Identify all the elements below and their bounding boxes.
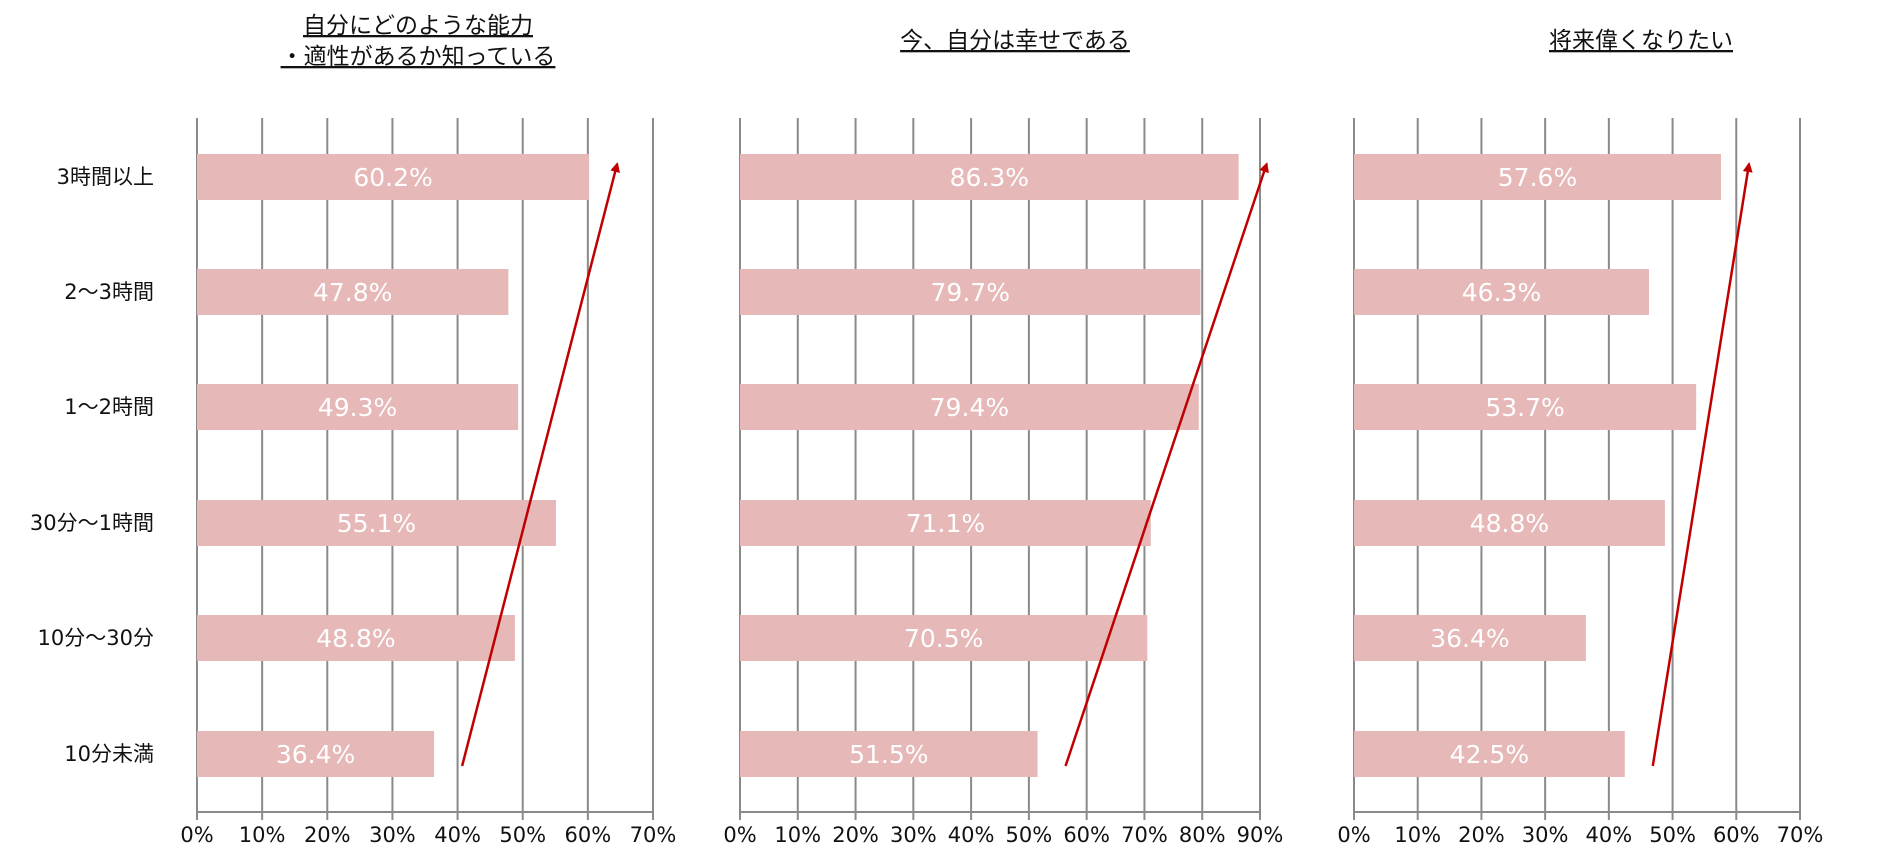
- category-label: 1～2時間: [64, 395, 154, 419]
- x-tick-label: 70%: [1777, 823, 1824, 847]
- x-tick-label: 10%: [774, 823, 821, 847]
- x-tick-label: 60%: [565, 823, 612, 847]
- x-tick-label: 70%: [630, 823, 677, 847]
- bar: [197, 154, 590, 200]
- x-tick-label: 40%: [1586, 823, 1633, 847]
- bar: [1354, 384, 1697, 430]
- x-tick-label: 70%: [1121, 823, 1168, 847]
- x-tick-label: 80%: [1179, 823, 1226, 847]
- x-tick-label: 0%: [1337, 823, 1370, 847]
- x-tick-label: 40%: [434, 823, 481, 847]
- x-tick-label: 20%: [1458, 823, 1505, 847]
- bar-value-label: 51.5%: [849, 740, 928, 769]
- bar: [197, 731, 435, 777]
- x-tick-label: 60%: [1713, 823, 1760, 847]
- bar-value-label: 79.4%: [930, 393, 1009, 422]
- category-label: 30分～1時間: [30, 511, 154, 535]
- bar-value-label: 36.4%: [276, 740, 355, 769]
- x-tick-label: 90%: [1237, 823, 1284, 847]
- x-tick-label: 10%: [1394, 823, 1441, 847]
- trend-arrow: [1064, 162, 1269, 767]
- bar-value-label: 86.3%: [950, 163, 1029, 192]
- bar: [740, 615, 1148, 661]
- bar-value-label: 42.5%: [1450, 740, 1529, 769]
- bar: [197, 269, 509, 315]
- bar: [740, 384, 1199, 430]
- x-tick-label: 20%: [304, 823, 351, 847]
- x-tick-label: 30%: [1522, 823, 1569, 847]
- bar-value-label: 49.3%: [318, 393, 397, 422]
- trend-arrow: [460, 162, 621, 767]
- bar: [1354, 615, 1586, 661]
- category-label: 3時間以上: [57, 165, 154, 189]
- x-tick-label: 50%: [499, 823, 546, 847]
- chart-title: 今、自分は幸せである: [900, 28, 1130, 54]
- category-label: 10分～30分: [38, 626, 154, 650]
- bar: [740, 154, 1239, 200]
- bar: [740, 269, 1201, 315]
- bar-value-label: 79.7%: [931, 278, 1010, 307]
- bar-value-label: 55.1%: [337, 509, 416, 538]
- bar: [197, 615, 515, 661]
- x-tick-label: 0%: [180, 823, 213, 847]
- bar-value-label: 36.4%: [1430, 624, 1509, 653]
- chart-panel: 自分にどのような能力・適性があるか知っている 0% 10% 20% 30% 40% 50% 6…: [180, 13, 676, 847]
- x-tick-label: 30%: [369, 823, 416, 847]
- chart-title: ・適性があるか知っている: [281, 44, 556, 70]
- chart-title: 将来偉くなりたい: [1549, 28, 1733, 54]
- bar: [1354, 269, 1649, 315]
- x-tick-label: 0%: [723, 823, 756, 847]
- x-tick-label: 50%: [1649, 823, 1696, 847]
- category-label: 10分未満: [64, 742, 154, 766]
- bar: [197, 384, 519, 430]
- bar-value-label: 57.6%: [1498, 163, 1577, 192]
- bar-value-label: 53.7%: [1485, 393, 1564, 422]
- x-tick-label: 50%: [1006, 823, 1053, 847]
- bar: [740, 500, 1151, 546]
- bar-value-label: 60.2%: [353, 163, 432, 192]
- bar: [197, 500, 556, 546]
- chart-panel: 今、自分は幸せである 0% 10% 20% 30% 40% 50% 60% 70% 80% 90% 8…: [723, 28, 1283, 847]
- bar: [1354, 154, 1721, 200]
- bar-value-label: 70.5%: [904, 624, 983, 653]
- bar-value-label: 48.8%: [1470, 509, 1549, 538]
- chart-title: 自分にどのような能力: [303, 13, 533, 39]
- x-tick-label: 60%: [1063, 823, 1110, 847]
- x-tick-label: 10%: [239, 823, 286, 847]
- category-label: 2～3時間: [64, 280, 154, 304]
- x-tick-label: 40%: [948, 823, 995, 847]
- bar-value-label: 71.1%: [906, 509, 985, 538]
- x-tick-label: 20%: [832, 823, 879, 847]
- bar-value-label: 47.8%: [313, 278, 392, 307]
- bar-value-label: 48.8%: [316, 624, 395, 653]
- bar: [740, 731, 1038, 777]
- x-tick-label: 30%: [890, 823, 937, 847]
- chart-panel: 将来偉くなりたい 0% 10% 20% 30% 40% 50% 60% 70% 57.6% 46.3…: [1337, 28, 1823, 847]
- bar-value-label: 46.3%: [1462, 278, 1541, 307]
- trend-arrow: [1651, 162, 1753, 767]
- bar: [1354, 731, 1625, 777]
- bar: [1354, 500, 1665, 546]
